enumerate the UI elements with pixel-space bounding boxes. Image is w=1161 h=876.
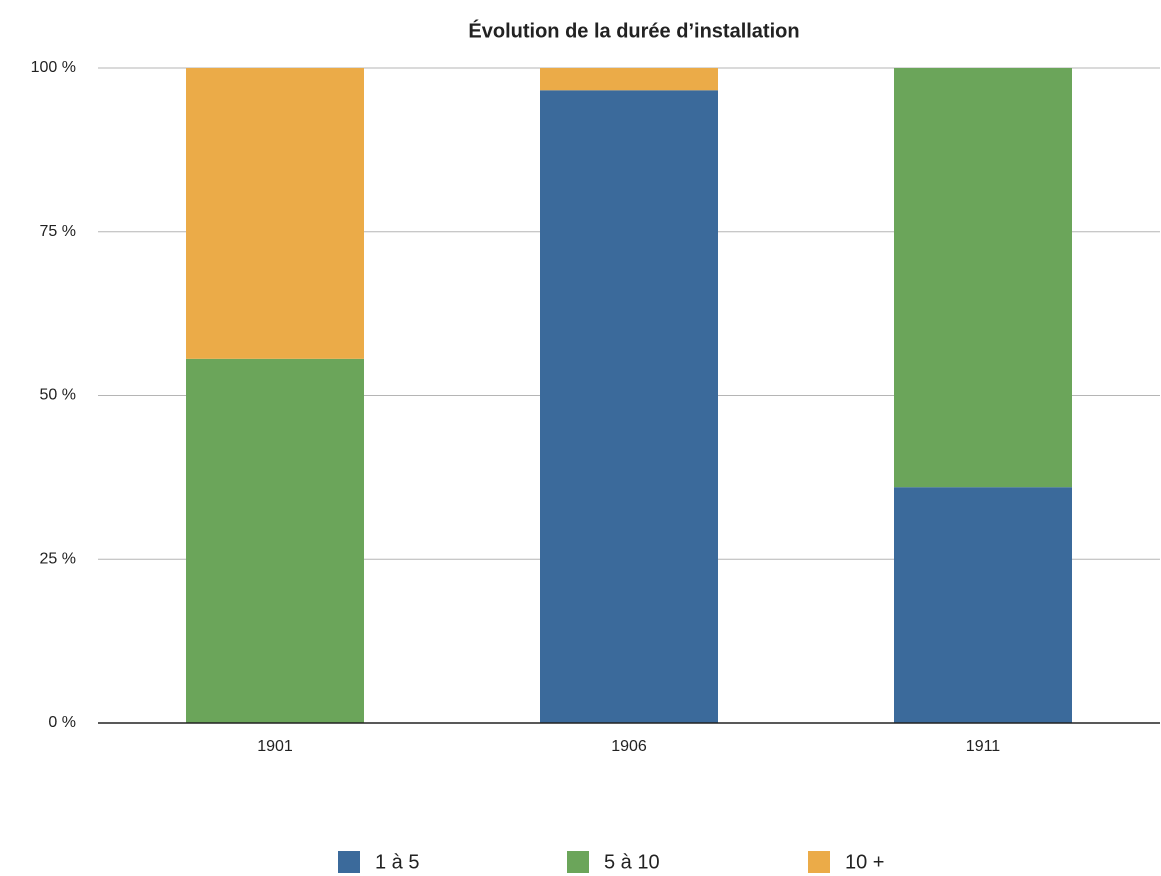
legend-label: 5 à 10 xyxy=(604,851,660,873)
legend-swatch xyxy=(808,851,830,873)
bar-segment xyxy=(894,487,1072,723)
x-tick-label: 1906 xyxy=(611,738,647,755)
y-tick-label: 50 % xyxy=(40,387,76,404)
bar-segment xyxy=(186,68,364,359)
y-tick-label: 100 % xyxy=(31,59,76,76)
chart-title: Évolution de la durée d’installation xyxy=(468,19,799,42)
bar-segment xyxy=(186,358,364,723)
legend-label: 10 + xyxy=(845,851,884,873)
legend-swatch xyxy=(338,851,360,873)
y-tick-label: 25 % xyxy=(40,550,76,567)
x-tick-label: 1911 xyxy=(966,738,1001,755)
legend-label: 1 à 5 xyxy=(375,851,419,873)
legend-swatch xyxy=(567,851,589,873)
bar-segment xyxy=(894,68,1072,488)
bar-segment xyxy=(540,68,718,91)
bar-segment xyxy=(540,90,718,723)
x-tick-label: 1901 xyxy=(257,738,293,755)
y-tick-label: 75 % xyxy=(40,223,76,240)
y-tick-label: 0 % xyxy=(48,714,76,731)
